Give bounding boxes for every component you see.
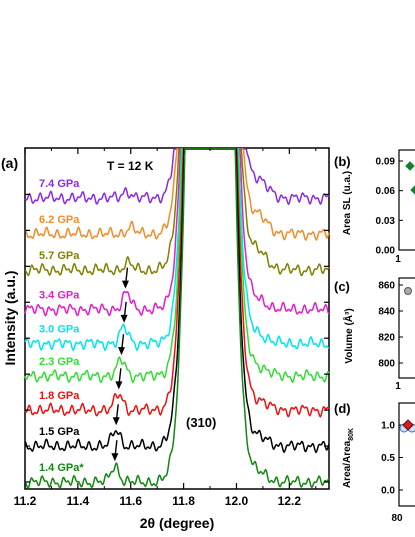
panel-b-label: (b) bbox=[334, 154, 351, 169]
x-axis-label: 2θ (degree) bbox=[140, 515, 214, 531]
y-tick-label: 820 bbox=[378, 333, 395, 344]
y-tick-label: 0.06 bbox=[376, 186, 396, 197]
temperature-annotation: T = 12 K bbox=[107, 159, 154, 173]
series-label: 6.2 GPa bbox=[39, 214, 80, 226]
y-tick-label: 800 bbox=[378, 359, 395, 370]
y-ticks-group bbox=[25, 193, 329, 483]
arrow-head bbox=[117, 347, 125, 356]
series-line bbox=[24, 148, 330, 242]
series-label: 1.5 GPa bbox=[39, 426, 80, 438]
panel-c-xtick: 1 bbox=[395, 381, 401, 392]
y-tick-label: 0.00 bbox=[376, 246, 396, 257]
series-line bbox=[24, 148, 330, 277]
arrow-head bbox=[115, 381, 123, 390]
panel-a: (a) 7.4 GPa 6.2 GPa 5.7 GPa 3.4 GPa 3.0 GPa 2… bbox=[1, 147, 330, 531]
x-tick-label: 12.2 bbox=[278, 494, 302, 508]
arrows-group bbox=[111, 267, 129, 462]
series-line bbox=[24, 148, 330, 454]
y-tick-label: 0.5 bbox=[381, 453, 395, 464]
panel-a-frame bbox=[24, 147, 330, 490]
series-label: 3.0 GPa bbox=[39, 324, 80, 336]
arrow-head bbox=[120, 314, 128, 323]
x-tick-label: 11.4 bbox=[67, 494, 90, 508]
panel-d-ylabel-main: Area/Area bbox=[342, 440, 353, 488]
traces-group bbox=[24, 148, 330, 489]
series-line bbox=[24, 148, 330, 384]
arrow-head bbox=[121, 280, 129, 289]
panel-c-ticks: 800 820 840 860 bbox=[378, 281, 403, 370]
series-label: 1.8 GPa bbox=[39, 390, 80, 402]
series-line bbox=[24, 148, 330, 352]
x-tick-label: 12.0 bbox=[225, 494, 249, 508]
series-line bbox=[24, 148, 330, 418]
x-tick-label: 11.6 bbox=[119, 494, 142, 508]
series-label: 2.3 GPa bbox=[39, 356, 80, 368]
panel-c-point bbox=[404, 287, 412, 295]
y-tick-label: 0.03 bbox=[376, 216, 396, 227]
panel-c-ylabel: Volume (Å³) bbox=[342, 308, 355, 363]
panel-b-point bbox=[410, 185, 415, 195]
arrow-head bbox=[111, 453, 119, 462]
panel-d-ylabel: Area/Area80K bbox=[342, 428, 355, 488]
y-tick-label: 0.09 bbox=[376, 157, 396, 168]
panel-c: (c) 800 820 840 860 Volume (Å³) 1 bbox=[334, 277, 415, 392]
series-line bbox=[24, 148, 330, 317]
y-tick-label: 860 bbox=[378, 281, 395, 292]
y-tick-label: 1.0 bbox=[381, 421, 395, 432]
y-tick-label: 0.0 bbox=[381, 486, 395, 497]
series-label: 1.4 GPa* bbox=[39, 462, 84, 474]
panel-d: (d) 0.0 0.5 1.0 Area/Area80K 80 bbox=[334, 401, 415, 524]
y-tick-label: 840 bbox=[378, 307, 395, 318]
panel-b-point bbox=[405, 161, 415, 171]
panel-d-label: (d) bbox=[334, 401, 351, 416]
series-line bbox=[24, 148, 330, 489]
x-tick-label: 11.8 bbox=[172, 494, 195, 508]
panel-b-ylabel: Area SL (u.a.) bbox=[342, 171, 353, 235]
series-label: 7.4 GPa bbox=[39, 178, 80, 190]
x-ticks-group: 11.2 11.4 11.6 11.8 12.0 12.2 bbox=[14, 148, 317, 508]
panel-d-ylabel-sub: 80K bbox=[348, 428, 355, 441]
peak-index-label: (310) bbox=[186, 415, 216, 430]
panel-d-ticks: 0.0 0.5 1.0 bbox=[381, 421, 403, 497]
panel-b: (b) 0.00 0.03 0.06 0.09 Area SL (u.a.) 1 bbox=[334, 149, 415, 265]
series-label: 3.4 GPa bbox=[39, 289, 80, 301]
panel-d-frame bbox=[398, 402, 415, 507]
panel-d-point bbox=[402, 419, 414, 431]
panel-c-frame bbox=[398, 277, 415, 379]
x-tick-label: 11.2 bbox=[14, 494, 37, 508]
panel-b-frame bbox=[398, 149, 415, 251]
panel-d-xtick: 80 bbox=[391, 513, 403, 524]
series-labels-group: 7.4 GPa 6.2 GPa 5.7 GPa 3.4 GPa 3.0 GPa 2.3 G… bbox=[39, 178, 84, 474]
series-label: 5.7 GPa bbox=[39, 250, 80, 262]
panel-c-label: (c) bbox=[334, 279, 350, 294]
panel-a-label: (a) bbox=[1, 155, 18, 171]
panel-b-ticks: 0.00 0.03 0.06 0.09 bbox=[376, 157, 403, 257]
panel-b-xtick: 1 bbox=[395, 254, 401, 265]
arrow-head bbox=[112, 417, 120, 426]
y-axis-label: Intensity (a.u.) bbox=[2, 271, 18, 366]
